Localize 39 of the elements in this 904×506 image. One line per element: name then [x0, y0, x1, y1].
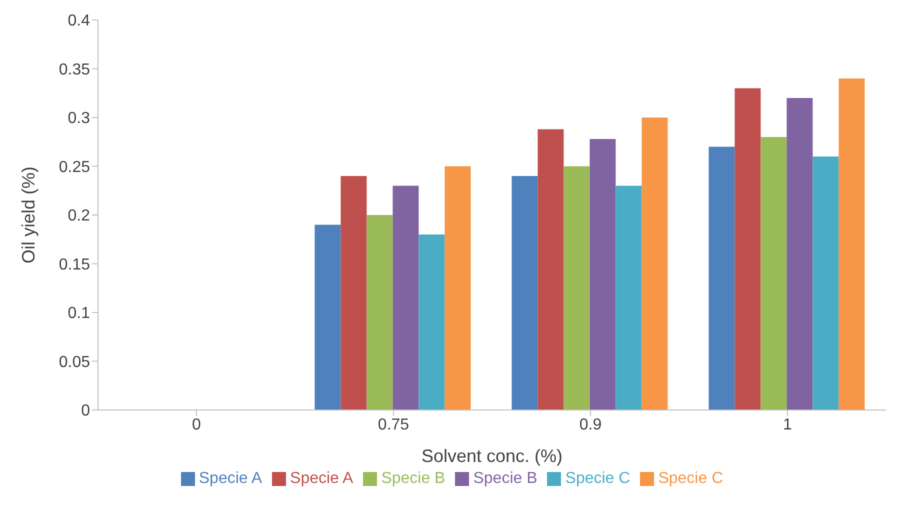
- y-tick-label: 0.1: [68, 305, 90, 322]
- x-tick-label: 0.75: [378, 416, 410, 434]
- bar: [838, 78, 865, 410]
- legend-label: Specie A: [290, 470, 354, 487]
- y-tick-label: 0.35: [58, 61, 90, 78]
- bar: [812, 156, 839, 410]
- x-tick-label: 0.9: [579, 416, 602, 434]
- bar: [392, 186, 419, 410]
- bar: [314, 224, 341, 410]
- bar: [340, 176, 367, 410]
- bar: [590, 138, 616, 410]
- x-tick-label: 1: [783, 416, 792, 434]
- bar: [444, 166, 471, 410]
- y-tick-label: 0.05: [58, 354, 90, 371]
- bar: [564, 166, 590, 410]
- y-tick-label: 0.4: [68, 12, 90, 30]
- y-tick-label: 0.15: [58, 256, 90, 274]
- bar: [708, 146, 735, 410]
- y-tick-label: 0.25: [58, 158, 90, 176]
- y-tick-label: 0: [81, 402, 90, 420]
- bar: [366, 215, 393, 410]
- bar: [538, 129, 564, 410]
- y-tick-label: 0.2: [68, 208, 90, 225]
- y-axis-title: Oil yield (%): [18, 166, 38, 264]
- legend-label: Specie B: [473, 470, 538, 487]
- bar: [616, 186, 642, 410]
- x-axis-title: Solvent conc. (%): [421, 446, 563, 466]
- x-tick-label: 0: [192, 416, 202, 434]
- bar: [734, 88, 761, 410]
- legend-label: Specie C: [565, 470, 630, 487]
- legend-label: Specie C: [658, 470, 724, 487]
- legend-label: Specie A: [198, 470, 262, 487]
- bar: [786, 98, 813, 410]
- bar: [512, 176, 538, 410]
- y-tick-label: 0.3: [68, 110, 90, 128]
- bar: [642, 118, 668, 410]
- bar: [760, 137, 787, 410]
- bar: [418, 234, 445, 410]
- legend-label: Specie B: [381, 470, 446, 487]
